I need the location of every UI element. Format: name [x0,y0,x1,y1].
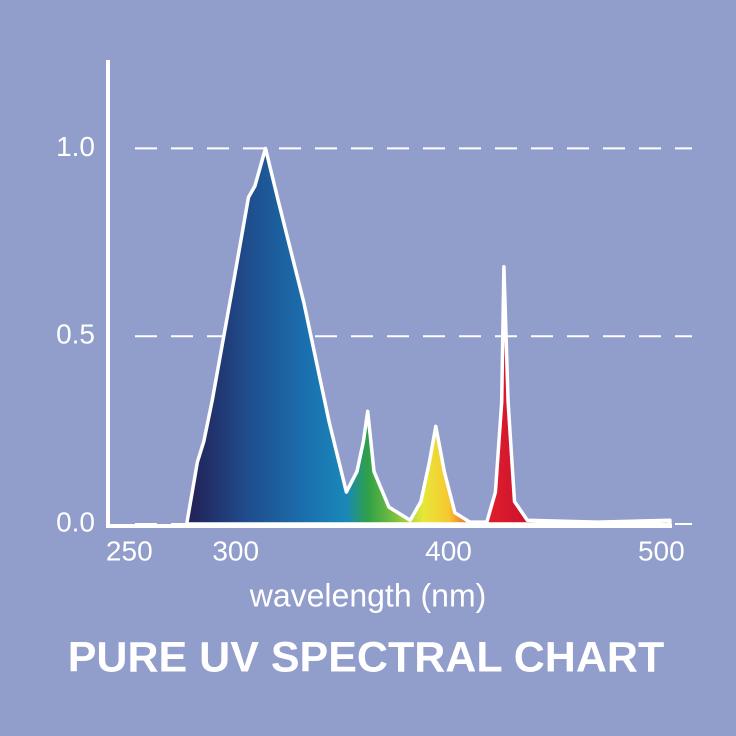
chart-title: PURE UV SPECTRAL CHART [68,633,664,681]
x-tick-label: 500 [638,535,685,566]
x-tick-label: 400 [425,535,472,566]
x-tick-label: 300 [212,535,259,566]
y-tick-label: 0.5 [56,319,95,350]
y-tick-label: 1.0 [56,131,95,162]
plot [184,146,672,526]
x-axis-label: wavelength (nm) [249,577,487,613]
y-tick-label: 0.0 [56,506,95,537]
spectrum-area [184,146,672,526]
x-tick-label: 250 [106,535,153,566]
labels: 0.0 0.5 1.0 250 300 400 500 [56,131,685,567]
